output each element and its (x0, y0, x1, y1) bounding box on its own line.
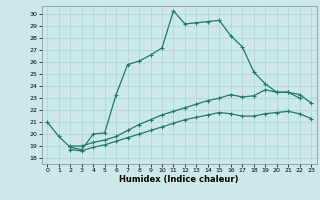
X-axis label: Humidex (Indice chaleur): Humidex (Indice chaleur) (119, 175, 239, 184)
